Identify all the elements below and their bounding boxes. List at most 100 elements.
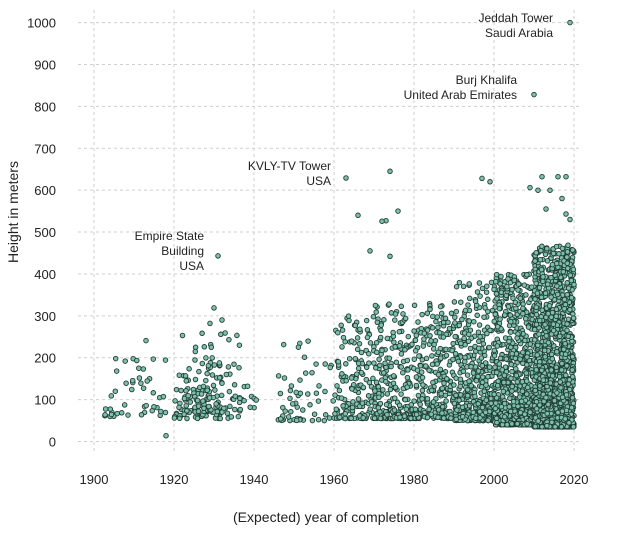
data-point <box>488 279 495 286</box>
data-point <box>434 314 440 320</box>
data-point <box>373 309 379 315</box>
data-point <box>544 258 551 264</box>
data-point <box>549 356 556 362</box>
data-point <box>567 19 573 26</box>
data-point <box>160 393 167 400</box>
data-point <box>479 285 486 292</box>
data-point <box>548 294 554 300</box>
data-point <box>315 416 322 423</box>
data-point <box>511 277 517 284</box>
data-point <box>313 361 319 367</box>
data-point <box>309 369 315 376</box>
data-point <box>515 281 522 287</box>
data-point <box>237 395 243 402</box>
data-point <box>454 407 460 413</box>
data-point <box>493 415 500 422</box>
data-point <box>181 395 188 402</box>
data-point <box>542 290 549 296</box>
data-point <box>430 346 437 352</box>
data-point <box>569 367 576 373</box>
annotation-label: USA <box>179 259 204 273</box>
data-point <box>457 383 464 390</box>
data-point <box>479 404 486 411</box>
data-point <box>491 391 497 398</box>
data-point <box>371 360 377 366</box>
data-point <box>462 354 468 361</box>
data-point <box>452 333 458 340</box>
data-point <box>295 344 302 350</box>
data-point <box>411 356 418 362</box>
data-point <box>138 412 145 418</box>
data-point <box>195 403 202 409</box>
data-point <box>198 391 205 397</box>
data-point <box>476 280 483 286</box>
data-point <box>401 413 408 419</box>
data-point <box>545 339 552 346</box>
data-point <box>338 322 344 329</box>
data-point <box>352 322 359 329</box>
x-axis-title: (Expected) year of completion <box>233 509 419 525</box>
data-point <box>413 411 420 418</box>
data-point <box>364 334 371 341</box>
data-point <box>485 373 491 380</box>
data-point <box>437 355 444 361</box>
data-point <box>427 333 433 339</box>
data-point <box>561 296 568 303</box>
x-tick-label: 1940 <box>240 472 269 487</box>
data-point <box>201 405 207 412</box>
data-point <box>343 377 349 384</box>
data-point <box>534 290 541 296</box>
data-point <box>458 299 464 305</box>
data-point <box>192 376 199 383</box>
data-point <box>333 406 340 412</box>
data-point <box>487 327 493 334</box>
data-point <box>280 341 287 348</box>
data-point <box>419 311 425 318</box>
data-point <box>336 387 343 394</box>
data-point <box>400 311 406 317</box>
data-point <box>566 420 572 426</box>
data-point <box>429 325 436 331</box>
data-point <box>475 329 482 335</box>
data-point <box>396 329 403 335</box>
data-point <box>493 271 500 278</box>
data-point <box>543 333 550 339</box>
data-point <box>558 424 565 430</box>
data-point <box>178 387 184 394</box>
data-point <box>123 380 129 386</box>
data-point <box>383 378 389 385</box>
y-tick-label: 200 <box>34 351 56 366</box>
data-point <box>112 388 119 394</box>
data-point <box>491 318 497 325</box>
data-point <box>503 356 510 362</box>
data-point <box>355 360 362 367</box>
data-point <box>354 335 361 341</box>
data-point <box>449 347 455 354</box>
data-point <box>498 403 505 410</box>
data-point <box>558 367 565 373</box>
data-point <box>183 378 190 384</box>
data-point <box>413 382 420 389</box>
data-point <box>533 311 540 318</box>
data-point <box>226 388 233 395</box>
data-point <box>554 291 561 298</box>
data-point <box>372 365 379 371</box>
data-point <box>541 347 548 354</box>
data-point <box>404 374 411 381</box>
data-point <box>396 402 403 409</box>
data-point <box>557 379 563 385</box>
data-point <box>549 373 556 379</box>
data-point <box>460 368 467 375</box>
data-point <box>456 322 463 329</box>
data-point <box>140 385 147 391</box>
data-point <box>228 414 235 420</box>
data-point <box>475 401 481 407</box>
data-point <box>438 310 445 317</box>
data-point <box>484 283 490 289</box>
data-point <box>472 364 479 370</box>
data-point <box>554 348 560 355</box>
data-point <box>532 423 538 430</box>
data-point <box>143 402 149 409</box>
data-point <box>532 387 539 394</box>
data-point <box>435 349 442 355</box>
